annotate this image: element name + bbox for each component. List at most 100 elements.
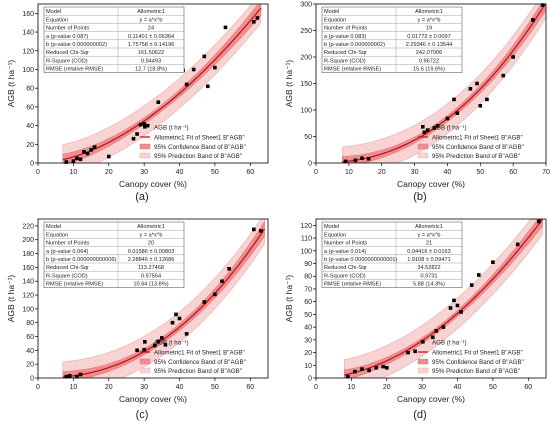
table-cell-value: 0.94493 — [141, 58, 161, 64]
prediction-band — [344, 219, 543, 378]
data-point — [227, 267, 231, 271]
legend-label-points: AGB (t ha⁻¹) — [432, 125, 467, 132]
legend-label-prediction: 95% Prediction Band of B"AGB" — [154, 368, 242, 375]
table-cell-value: Allometric1 — [415, 9, 443, 15]
data-point — [213, 292, 217, 297]
y-tick-label: 150 — [300, 81, 312, 88]
table-cell-key: Model — [46, 224, 61, 230]
table-cell-key: RMSE (relative RMSE) — [324, 282, 381, 288]
x-tick-label: 50 — [211, 384, 219, 391]
y-tick-label: 0 — [308, 376, 312, 383]
table-cell-value: y = a*x^b — [418, 17, 441, 23]
stats-table: Model Allometric1 Equation y = a*x^b Number … — [321, 221, 463, 288]
y-tick-label: 160 — [22, 265, 34, 272]
data-point — [255, 16, 260, 20]
y-tick-label: 60 — [304, 299, 312, 306]
table-cell-value: 0.97564 — [141, 273, 161, 279]
y-tick-label: 300 — [300, 2, 312, 9]
x-axis-label: Canopy cover (%) — [397, 179, 465, 189]
data-point — [353, 369, 357, 374]
data-point — [475, 81, 479, 86]
x-tick-label: 70 — [542, 169, 550, 176]
legend-label-fit: Allometric1 Fit of Sheet1 B"AGB" — [154, 135, 245, 142]
data-point — [135, 348, 139, 353]
data-point — [431, 335, 435, 340]
data-point — [68, 374, 72, 378]
data-point — [174, 312, 178, 317]
data-point — [64, 160, 69, 164]
legend-label-points: AGB (t ha⁻¹) — [432, 340, 467, 347]
x-tick-label: 30 — [140, 169, 148, 176]
table-cell-key: Number of Points — [324, 241, 367, 247]
table-cell-key: Model — [324, 9, 339, 15]
data-point — [163, 343, 168, 347]
data-point — [156, 100, 161, 104]
table-cell-key: a (p-value 0.087) — [46, 34, 88, 40]
y-tick-label: 0 — [30, 161, 34, 168]
table-cell-value: 0.9731 — [420, 273, 437, 279]
table-cell-key: a (p-value 0.064) — [46, 249, 88, 255]
x-tick-label: 10 — [69, 169, 77, 176]
legend-marker-prediction — [417, 367, 429, 374]
y-tick-label: 70 — [304, 286, 312, 293]
legend-label-prediction: 95% Prediction Band of B"AGB" — [154, 153, 242, 160]
data-point — [455, 303, 460, 308]
data-point — [413, 349, 417, 354]
table-cell-value: 12.7 (18.8%) — [135, 67, 167, 73]
table-cell-value: Allometric1 — [137, 9, 165, 15]
y-tick-label: 160 — [22, 11, 34, 18]
y-tick-label: 20 — [26, 362, 34, 369]
x-tick-label: 10 — [345, 169, 353, 176]
y-tick-label: 90 — [304, 261, 312, 268]
table-cell-key: RMSE (relative RMSE) — [46, 67, 103, 73]
data-point — [343, 159, 348, 164]
y-tick-label: 20 — [304, 350, 312, 357]
x-tick-label: 20 — [383, 384, 391, 391]
bands — [342, 4, 546, 163]
table-cell-key: Model — [324, 224, 339, 230]
legend-label-prediction: 95% Prediction Band of B"AGB" — [432, 153, 520, 160]
table-cell-value: 24 — [148, 26, 154, 32]
data-point — [537, 219, 541, 224]
x-tick-label: 40 — [454, 384, 462, 391]
table-cell-value: 1.9108 ± 0.09471 — [407, 257, 451, 263]
y-tick-label: 80 — [26, 320, 34, 327]
table-cell-key: Equation — [46, 17, 68, 23]
panel-label: (b) — [413, 191, 426, 203]
data-point — [75, 374, 79, 379]
legend-marker-confidence — [417, 143, 429, 150]
table-cell-key: RMSE (relative RMSE) — [324, 67, 381, 73]
panel-label: (d) — [413, 409, 426, 421]
x-tick-label: 20 — [105, 384, 113, 391]
table-cell-key: Number of Points — [324, 26, 367, 32]
legend-marker-points — [421, 340, 425, 344]
y-tick-label: 20 — [26, 142, 34, 149]
data-point — [434, 329, 439, 333]
table-cell-key: b (p-value 0.000000002) — [46, 42, 107, 48]
table-cell-key: Number of Points — [46, 241, 89, 247]
table-cell-key: b (p-value 0.0000000000001) — [324, 257, 398, 263]
data-point — [206, 84, 210, 89]
data-point — [85, 151, 90, 156]
legend-marker-prediction — [417, 152, 429, 159]
y-tick-label: 110 — [301, 236, 312, 243]
fit-line — [342, 4, 546, 163]
y-tick-label: 80 — [304, 274, 312, 281]
y-tick-label: 50 — [304, 312, 312, 319]
data-point — [491, 260, 495, 264]
data-point — [441, 325, 446, 329]
table-cell-value: 0.01772 ± 0.0097 — [407, 34, 451, 40]
y-tick-label: 220 — [22, 223, 34, 230]
legend: AGB (t ha⁻¹) Allometric1 Fit of Sheet1 B"… — [139, 340, 246, 375]
table-cell-key: R-Square (COD) — [324, 273, 366, 279]
data-point — [220, 279, 224, 283]
x-tick-label: 60 — [509, 169, 517, 176]
data-point — [252, 20, 256, 24]
data-point — [64, 374, 69, 379]
data-point — [425, 128, 430, 132]
data-point — [153, 343, 157, 348]
table-cell-value: 2.28846 ± 0.12686 — [128, 257, 175, 263]
y-tick-label: 0 — [308, 161, 312, 168]
table-cell-key: Equation — [324, 232, 346, 238]
